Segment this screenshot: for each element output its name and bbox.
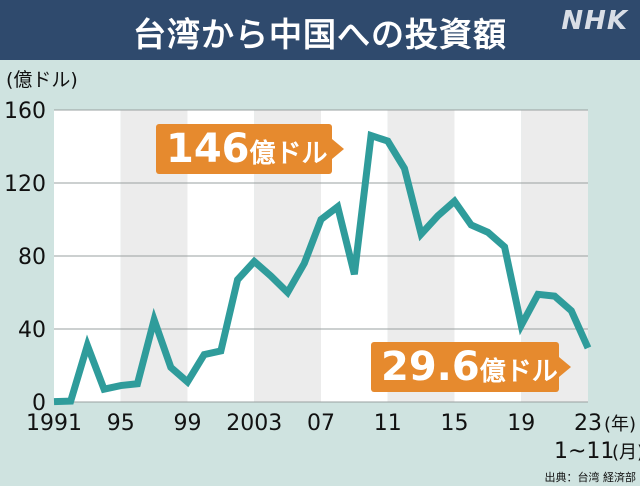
x-tick-label: 95 bbox=[107, 411, 135, 436]
x-tick-label: 11 bbox=[374, 411, 402, 436]
x-tick-label: 15 bbox=[441, 411, 469, 436]
callout-box bbox=[156, 124, 332, 174]
source-note: 出典：台湾 経済部 bbox=[545, 470, 637, 484]
x-tick-label: 2003 bbox=[226, 411, 282, 436]
x-tick-label: 1991 bbox=[26, 411, 82, 436]
x-axis-unit: (年) bbox=[604, 414, 636, 435]
value-callout: 29.6億ドル bbox=[371, 342, 571, 392]
x-tick-label: 99 bbox=[174, 411, 202, 436]
callout-pointer bbox=[559, 357, 571, 377]
y-tick-labels: 0 40 80 120 160 bbox=[4, 99, 46, 416]
y-tick-label: 80 bbox=[18, 245, 46, 270]
y-tick-label: 160 bbox=[4, 99, 46, 124]
x-tick-labels: 1991 95 99 2003 07 11 15 19 23 bbox=[26, 411, 602, 436]
value-callout: 146億ドル bbox=[156, 124, 344, 174]
header-bar: 台湾から中国への投資額 NHK bbox=[0, 0, 640, 60]
y-tick-label: 120 bbox=[4, 172, 46, 197]
chart-title: 台湾から中国への投資額 bbox=[133, 15, 507, 54]
callout-box bbox=[371, 342, 559, 392]
callouts: 146億ドル 29.6億ドル bbox=[156, 124, 571, 392]
y-tick-label: 0 bbox=[32, 391, 46, 416]
x-axis-month-note: 1~11 bbox=[554, 439, 614, 464]
callout-label: 29.6億ドル bbox=[381, 344, 558, 390]
line-chart: (億ドル) 0 40 80 120 160 1991 95 99 2003 07 11 15 19 23… bbox=[4, 69, 640, 484]
y-tick-label: 40 bbox=[18, 318, 46, 343]
x-tick-label: 07 bbox=[307, 411, 335, 436]
x-tick-label: 19 bbox=[507, 411, 535, 436]
x-axis-month-unit: (月) bbox=[612, 442, 640, 463]
callout-pointer bbox=[332, 139, 344, 159]
y-axis-unit: (億ドル) bbox=[6, 69, 78, 91]
x-tick-label: 23 bbox=[574, 411, 602, 436]
series-line bbox=[53, 130, 592, 406]
callout-label: 146億ドル bbox=[166, 126, 328, 172]
gridlines bbox=[54, 109, 588, 403]
nhk-logo: NHK bbox=[561, 6, 628, 36]
